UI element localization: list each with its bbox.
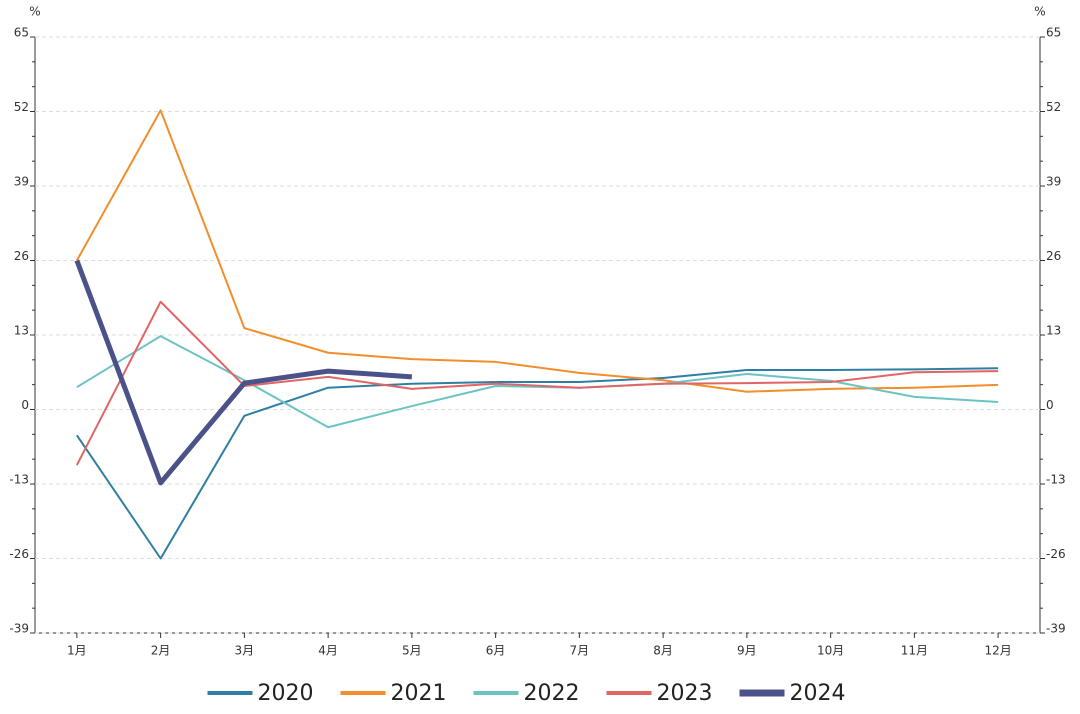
y-tick-label: -39 (9, 622, 29, 636)
y2-tick-label: 39 (1046, 175, 1061, 189)
y-tick-label: 13 (14, 324, 29, 338)
series-line (76, 109, 999, 393)
y2-tick-label: -26 (1046, 547, 1066, 561)
x-tick-label: 4月 (318, 644, 338, 658)
y2-tick-label: 13 (1046, 324, 1061, 338)
x-tick-label: 11月 (901, 644, 928, 658)
x-tick-label: 5月 (402, 644, 422, 658)
series-line (76, 367, 999, 560)
x-tick-label: 6月 (486, 644, 506, 658)
y2-tick-label: 52 (1046, 100, 1061, 114)
y-tick-label: 65 (14, 26, 29, 40)
series-line (75, 300, 999, 466)
y2-axis-label: % (1034, 5, 1045, 19)
y-tick-label: 39 (14, 175, 29, 189)
y-axis-label: % (29, 5, 40, 19)
series-line (74, 259, 413, 486)
x-tick-label: 9月 (737, 644, 757, 658)
y2-tick-label: 0 (1046, 398, 1054, 412)
y-tick-label: 52 (14, 100, 29, 114)
y-tick-label: -13 (9, 473, 29, 487)
x-tick-label: 7月 (570, 644, 590, 658)
y2-tick-label: 65 (1046, 26, 1061, 40)
legend-label: 2020 (258, 681, 314, 706)
x-tick-label: 2月 (151, 644, 171, 658)
y-tick-label: -26 (9, 547, 29, 561)
y-tick-label: 0 (21, 398, 29, 412)
x-tick-label: 1月 (67, 644, 87, 658)
legend-label: 2022 (524, 681, 580, 706)
y2-tick-label: -39 (1046, 622, 1066, 636)
x-tick-label: 12月 (984, 644, 1011, 658)
y2-tick-label: 26 (1046, 249, 1061, 263)
legend-label: 2024 (790, 681, 846, 706)
y-tick-label: 26 (14, 249, 29, 263)
legend-label: 2023 (657, 681, 713, 706)
y2-tick-label: -13 (1046, 473, 1066, 487)
x-tick-label: 3月 (235, 644, 255, 658)
x-tick-label: 8月 (653, 644, 673, 658)
x-tick-label: 10月 (817, 644, 844, 658)
legend-label: 2021 (391, 681, 447, 706)
